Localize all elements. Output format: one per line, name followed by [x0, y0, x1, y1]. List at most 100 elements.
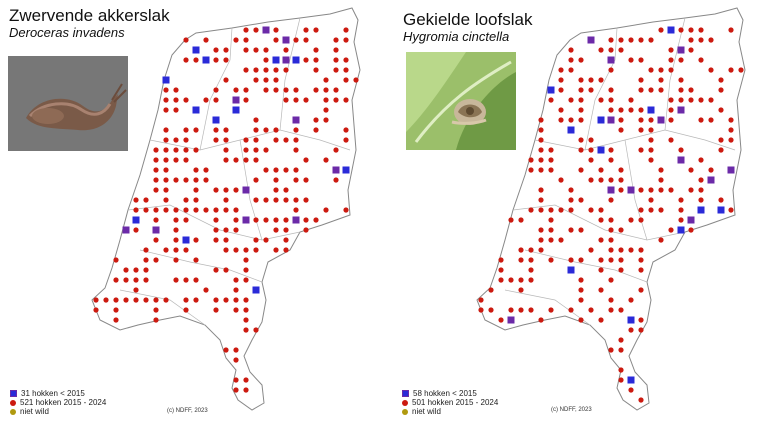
record-dot	[223, 47, 229, 53]
province-border	[624, 139, 648, 241]
record-dot	[648, 127, 654, 133]
record-dot	[273, 27, 279, 33]
record-square	[192, 106, 200, 114]
record-dot	[578, 97, 584, 103]
record-dot	[253, 217, 259, 223]
record-dot	[578, 317, 584, 323]
record-square	[607, 186, 615, 194]
record-dot	[568, 197, 574, 203]
record-dot	[538, 207, 544, 213]
record-square	[597, 116, 605, 124]
record-dot	[698, 157, 704, 163]
record-dot	[123, 297, 129, 303]
record-dot	[678, 197, 684, 203]
record-dot	[243, 307, 249, 313]
record-dot	[173, 277, 179, 283]
record-dot	[203, 167, 209, 173]
record-dot	[688, 167, 694, 173]
record-dot	[618, 347, 624, 353]
record-dot	[618, 47, 624, 53]
record-dot	[618, 107, 624, 113]
record-dot	[343, 97, 349, 103]
record-dot	[143, 197, 149, 203]
record-dot	[638, 147, 644, 153]
record-dot	[488, 307, 494, 313]
record-dot	[173, 177, 179, 183]
record-square	[292, 116, 300, 124]
record-dot	[293, 167, 299, 173]
record-dot	[598, 207, 604, 213]
record-dot	[548, 207, 554, 213]
record-dot	[163, 147, 169, 153]
record-dot	[233, 297, 239, 303]
record-dot	[183, 137, 189, 143]
record-dot	[183, 217, 189, 223]
record-dot	[548, 217, 554, 223]
record-dot	[638, 327, 644, 333]
record-square	[667, 26, 675, 34]
record-dot	[163, 87, 169, 93]
record-dot	[213, 217, 219, 223]
record-dot	[333, 37, 339, 43]
record-dot	[608, 147, 614, 153]
record-dot	[538, 157, 544, 163]
record-dot	[678, 207, 684, 213]
record-dot	[548, 257, 554, 263]
record-dot	[183, 307, 189, 313]
record-square	[677, 106, 685, 114]
record-dot	[263, 237, 269, 243]
record-dot	[273, 77, 279, 83]
record-dot	[213, 237, 219, 243]
red-dot-marker-icon	[402, 399, 408, 406]
record-dot	[193, 197, 199, 203]
record-dot	[183, 277, 189, 283]
record-dot	[163, 207, 169, 213]
record-square	[677, 156, 685, 164]
record-dot	[678, 217, 684, 223]
record-dot	[203, 207, 209, 213]
record-dot	[558, 117, 564, 123]
record-dot	[538, 137, 544, 143]
record-dot	[343, 27, 349, 33]
record-dot	[608, 297, 614, 303]
record-dot	[253, 247, 259, 253]
distribution-map	[476, 7, 746, 411]
record-dot	[333, 147, 339, 153]
record-dot	[213, 187, 219, 193]
record-square	[132, 216, 140, 224]
record-dot	[608, 87, 614, 93]
record-square	[727, 166, 735, 174]
record-dot	[293, 87, 299, 93]
legend-label: niet wild	[412, 407, 441, 416]
record-dot	[233, 217, 239, 223]
province-border	[664, 17, 686, 131]
record-dot	[133, 207, 139, 213]
record-dot	[343, 57, 349, 63]
map-legend: 31 hokken < 2015 521 hokken 2015 - 2024 …	[10, 389, 106, 416]
record-dot	[173, 217, 179, 223]
record-dot	[678, 87, 684, 93]
record-dot	[658, 67, 664, 73]
record-dot	[608, 217, 614, 223]
record-square	[122, 226, 130, 234]
record-square	[567, 266, 575, 274]
record-dot	[718, 87, 724, 93]
record-dot	[618, 127, 624, 133]
record-dot	[598, 267, 604, 273]
record-dot	[638, 207, 644, 213]
record-dot	[313, 67, 319, 73]
record-dot	[223, 187, 229, 193]
record-dot	[558, 177, 564, 183]
record-dot	[618, 247, 624, 253]
record-square	[627, 186, 635, 194]
record-square	[272, 56, 280, 64]
record-dot	[728, 207, 734, 213]
record-dot	[323, 157, 329, 163]
record-dot	[578, 257, 584, 263]
record-dot	[203, 97, 209, 103]
record-dot	[608, 157, 614, 163]
record-dot	[303, 57, 309, 63]
record-dot	[293, 197, 299, 203]
record-dot	[538, 317, 544, 323]
record-dot	[618, 37, 624, 43]
